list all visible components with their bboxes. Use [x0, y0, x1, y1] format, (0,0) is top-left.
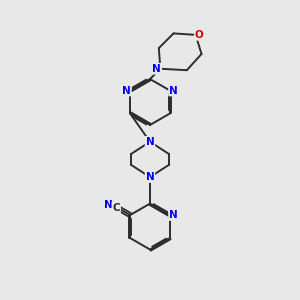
Text: C: C [112, 203, 120, 213]
Text: N: N [169, 210, 178, 220]
Text: O: O [195, 30, 203, 40]
Text: N: N [122, 85, 131, 95]
Text: N: N [146, 172, 154, 182]
Text: N: N [104, 200, 113, 210]
Text: N: N [152, 64, 161, 74]
Text: N: N [146, 137, 154, 147]
Text: N: N [169, 85, 178, 95]
